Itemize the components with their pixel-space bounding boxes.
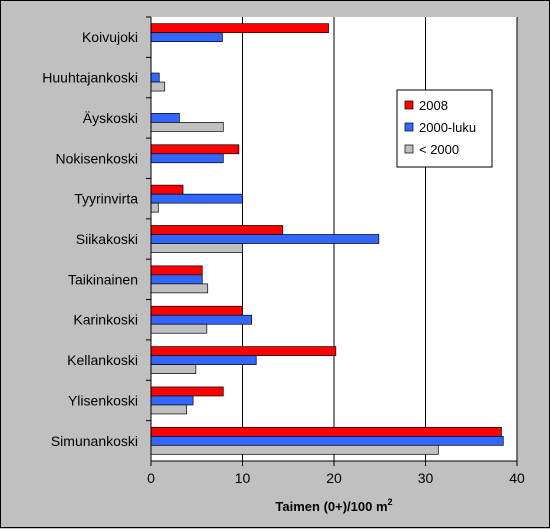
bar-Siikakoski-2000-luku <box>150 234 380 244</box>
legend-label: 2008 <box>419 98 448 113</box>
bar-Tyyrinvirta-< 2000 <box>150 202 159 213</box>
category-label: Simunankoski <box>51 433 138 449</box>
category-label: Koivujoki <box>82 29 138 45</box>
legend-swatch <box>404 100 414 110</box>
bar-Huuhtajankoski-< 2000 <box>150 81 166 92</box>
category-label: Ylisenkoski <box>68 392 138 408</box>
bar-Tyyrinvirta-2000-luku <box>150 193 243 204</box>
bar-Karinkoski-2008 <box>150 305 243 316</box>
category-label: Siikakoski <box>76 231 138 247</box>
category-label: Äyskoski <box>83 110 138 126</box>
legend-swatch <box>404 144 414 154</box>
bar-Siikakoski-2008 <box>150 225 284 235</box>
category-label: Tyyrinvirta <box>74 191 138 207</box>
bar-Simunankoski-2000-luku <box>150 435 504 446</box>
bar-Ylisenkoski-2008 <box>150 386 224 397</box>
bar-Äyskoski-< 2000 <box>150 122 224 132</box>
category-label: Karinkoski <box>73 312 138 328</box>
bar-Taikinainen-2000-luku <box>150 274 203 285</box>
legend-label: 2000-luku <box>419 120 476 135</box>
bar-Äyskoski-2000-luku <box>150 113 180 123</box>
x-tick-label: 30 <box>418 470 434 486</box>
bar-Kellankoski-2000-luku <box>150 355 257 365</box>
category-label: Kellankoski <box>67 352 138 368</box>
bar-Karinkoski-< 2000 <box>150 323 208 334</box>
bar-Tyyrinvirta-2008 <box>150 184 184 195</box>
bar-Koivujoki-2008 <box>150 23 329 34</box>
x-axis-label: Taimen (0+)/100 m2 <box>275 497 392 514</box>
bar-Taikinainen-2008 <box>150 265 203 276</box>
bar-Kellankoski-< 2000 <box>150 364 197 374</box>
bar-Siikakoski-< 2000 <box>150 243 243 253</box>
bar-Nokisenkoski-2008 <box>150 144 240 155</box>
bar-Simunankoski-2008 <box>150 426 502 437</box>
bar-Ylisenkoski-2000-luku <box>150 395 194 406</box>
bar-Koivujoki-2000-luku <box>150 32 223 43</box>
bar-Ylisenkoski-< 2000 <box>150 404 188 415</box>
category-label: Taikinainen <box>68 271 138 287</box>
x-tick-label: 10 <box>235 470 251 486</box>
x-tick-label: 20 <box>326 470 342 486</box>
category-label: Nokisenkoski <box>56 150 138 166</box>
x-tick-label: 0 <box>147 470 155 486</box>
bar-Kellankoski-2008 <box>150 346 337 356</box>
legend-label: < 2000 <box>419 142 459 157</box>
legend-swatch <box>404 122 414 132</box>
legend: 2008 2000-luku < 2000 <box>396 89 493 168</box>
bar-Nokisenkoski-2000-luku <box>150 153 224 164</box>
bar-Simunankoski-< 2000 <box>150 444 439 455</box>
bar-Taikinainen-< 2000 <box>150 283 209 294</box>
bar-Huuhtajankoski-2000-luku <box>150 72 160 83</box>
bar-Karinkoski-2000-luku <box>150 314 253 325</box>
category-label: Huuhtajankoski <box>42 70 138 86</box>
x-tick-label: 40 <box>509 470 525 486</box>
